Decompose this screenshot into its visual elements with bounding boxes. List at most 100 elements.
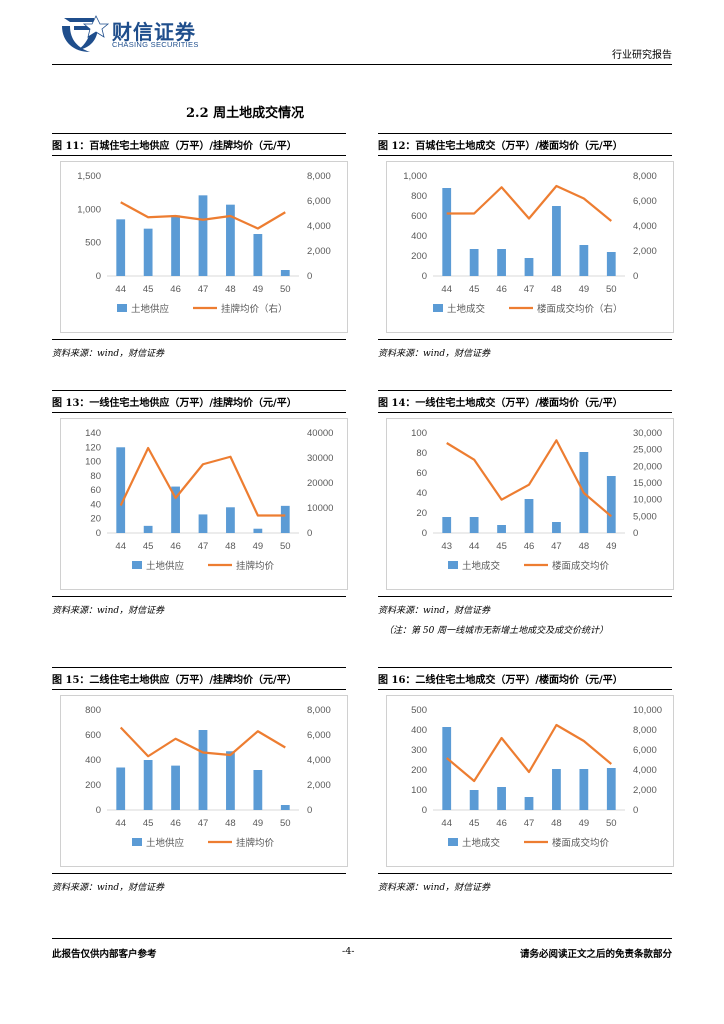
x-tick-label: 49 [253, 818, 264, 829]
chart-fig12: 0 200 400 600 800 1,000 0 2,000 4,000 6,000 8,000 4… [403, 171, 657, 315]
y-left-tick-label: 800 [411, 191, 427, 202]
x-tick-label: 46 [170, 284, 181, 295]
figure-bottom-rule [378, 873, 672, 874]
y-left-tick-label: 400 [85, 755, 101, 766]
figure-top-rule [52, 667, 346, 668]
figure-title-rule [378, 689, 672, 690]
bar [280, 270, 290, 276]
y-right-tick-label: 6,000 [633, 745, 657, 756]
y-right-tick-label: 8,000 [633, 171, 657, 182]
bar [497, 249, 506, 276]
y-right-tick-label: 20000 [307, 478, 333, 489]
y-right-tick-label: 0 [633, 528, 638, 539]
bar [552, 522, 561, 533]
figure-bottom-rule [378, 339, 672, 340]
x-tick-label: 45 [469, 284, 480, 295]
bar [552, 206, 561, 276]
legend-line-label: 楼面成交均价 [552, 560, 610, 572]
y-left-tick-label: 500 [411, 705, 427, 716]
x-tick-label: 47 [198, 818, 209, 829]
bar [469, 790, 479, 810]
y-right-tick-label: 8,000 [633, 725, 657, 736]
header-divider [52, 64, 672, 65]
x-tick-label: 49 [606, 541, 617, 552]
x-tick-label: 45 [143, 818, 154, 829]
y-left-tick-label: 80 [90, 471, 101, 482]
bar [442, 188, 452, 276]
bar [226, 204, 235, 276]
y-left-tick-label: 0 [96, 805, 101, 816]
y-right-tick-label: 20,000 [633, 461, 662, 472]
bar [171, 765, 180, 810]
bar [280, 505, 290, 533]
legend-bar-swatch [132, 838, 142, 846]
bar [143, 525, 153, 533]
bar [280, 805, 290, 810]
figure-source: 资料来源：wind，财信证券 [52, 606, 165, 616]
bar [606, 252, 616, 276]
bar [469, 517, 479, 533]
legend-bar-swatch [132, 561, 142, 569]
bar [606, 476, 616, 533]
figure-title: 图 14：一线住宅土地成交（万平）/楼面均价（元/平） [378, 398, 623, 409]
bar [143, 760, 153, 810]
x-tick-label: 48 [551, 818, 562, 829]
bar [606, 768, 616, 810]
x-tick-label: 47 [524, 818, 535, 829]
x-tick-label: 46 [170, 818, 181, 829]
y-left-tick-label: 100 [411, 428, 427, 439]
x-tick-label: 49 [579, 818, 590, 829]
y-right-tick-label: 15,000 [633, 478, 662, 489]
y-left-tick-label: 0 [96, 271, 101, 282]
x-tick-label: 44 [469, 541, 480, 552]
bar [579, 769, 589, 810]
x-tick-label: 43 [441, 541, 452, 552]
figure-title: 图 13：一线住宅土地供应（万平）/挂牌均价（元/平） [52, 398, 297, 409]
x-tick-label: 48 [551, 284, 562, 295]
chart-fig13: 0 20 40 60 80 100 120 140 0 10000 20000 30000 40000 4… [85, 428, 333, 572]
figure-bottom-rule [52, 873, 346, 874]
y-left-tick-label: 200 [411, 251, 427, 262]
y-right-tick-label: 0 [307, 805, 312, 816]
y-left-tick-label: 60 [90, 485, 101, 496]
y-right-tick-label: 40000 [307, 428, 333, 439]
x-tick-label: 45 [496, 541, 507, 552]
y-right-tick-label: 6,000 [307, 196, 331, 207]
section-title: 2.2 周土地成交情况 [186, 106, 305, 121]
figure-bottom-rule [52, 339, 346, 340]
y-left-tick-label: 120 [85, 442, 101, 453]
legend-line-label: 楼面成交均价（右） [537, 303, 623, 315]
chart-container: 0 100 200 300 400 500 0 2,000 4,000 6,000 8,000 10,… [386, 695, 674, 867]
x-tick-label: 45 [143, 541, 154, 552]
figure-title-rule [52, 155, 346, 156]
line-series [120, 201, 286, 230]
figure-title-rule [378, 412, 672, 413]
y-right-tick-label: 10,000 [633, 705, 662, 716]
y-right-tick-label: 4,000 [633, 765, 657, 776]
figure-bottom-rule [378, 596, 672, 597]
figure-source: 资料来源：wind，财信证券 [378, 349, 491, 359]
y-left-tick-label: 200 [411, 765, 427, 776]
y-left-tick-label: 100 [85, 457, 101, 468]
x-tick-label: 48 [579, 541, 590, 552]
figure-13: 图 13：一线住宅土地供应（万平）/挂牌均价（元/平） 0 20 40 60 80 100… [52, 390, 348, 620]
bar [552, 769, 561, 810]
bar [116, 767, 126, 810]
logo-text-en: CHASING SECURITIES [112, 40, 199, 49]
x-tick-label: 49 [579, 284, 590, 295]
figure-source: 资料来源：wind，财信证券 [52, 349, 165, 359]
y-left-tick-label: 100 [411, 785, 427, 796]
y-left-tick-label: 1,000 [403, 171, 427, 182]
legend-line-label: 挂牌均价 [236, 560, 275, 572]
figure-14: 图 14：一线住宅土地成交（万平）/楼面均价（元/平） 0 20 40 60 80 100… [378, 390, 674, 640]
line-series [446, 184, 612, 222]
y-left-tick-label: 20 [90, 514, 101, 525]
figure-title-rule [52, 412, 346, 413]
bar [116, 219, 126, 276]
y-left-tick-label: 1,000 [77, 204, 101, 215]
x-tick-label: 50 [606, 284, 617, 295]
y-right-tick-label: 4,000 [307, 755, 331, 766]
bar [442, 727, 452, 810]
bar [198, 730, 208, 810]
page-header: 财信证券 CHASING SECURITIES 行业研究报告 [0, 0, 724, 70]
